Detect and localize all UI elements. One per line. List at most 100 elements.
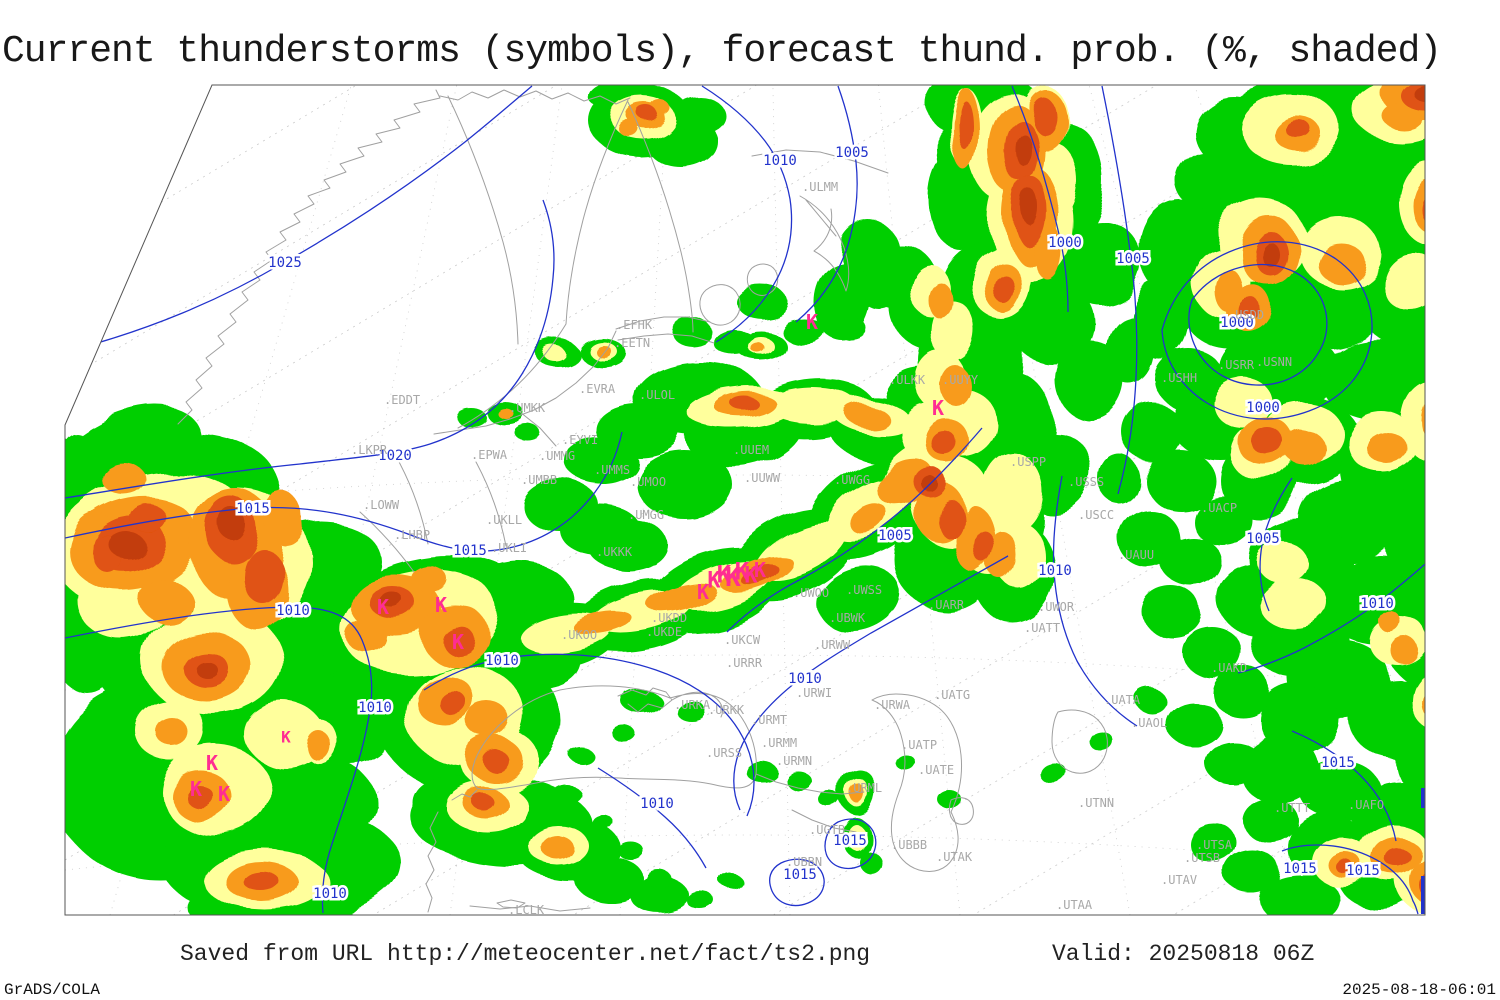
probability-region <box>1382 252 1425 312</box>
station-label: .UTSA <box>1196 838 1233 852</box>
isobar-label: 1010 <box>1360 596 1394 612</box>
isobar-label: 1010 <box>1038 563 1072 579</box>
station-label: .UUWW <box>744 471 781 485</box>
probability-region <box>1023 190 1039 226</box>
isobar-line <box>1188 263 1328 386</box>
probability-region <box>1350 680 1425 760</box>
station-label: .USDD <box>1228 308 1264 322</box>
station-label: .UTAK <box>936 850 973 864</box>
station-label: .UMGG <box>628 508 664 522</box>
probability-region <box>1090 732 1114 752</box>
isobar-label: 1020 <box>378 448 412 464</box>
isobar-label: 1015 <box>1346 863 1380 879</box>
probability-region <box>866 288 898 312</box>
isobar-label: 1000 <box>1246 400 1280 416</box>
probability-region <box>1413 672 1425 732</box>
station-label: .ULMM <box>802 180 838 194</box>
probability-region <box>1284 429 1324 465</box>
probability-region <box>1382 103 1422 129</box>
probability-region <box>1135 688 1165 712</box>
station-label: .URRR <box>726 656 763 670</box>
isobar-line <box>65 431 623 552</box>
probability-region <box>1142 587 1202 637</box>
thunderstorm-symbol: K <box>725 563 741 593</box>
probability-region <box>1244 800 1300 844</box>
probability-region <box>1379 611 1401 633</box>
station-label: .EFHK <box>616 318 653 332</box>
probability-region <box>566 440 638 484</box>
probability-region <box>1385 848 1411 868</box>
probability-region <box>441 626 475 654</box>
thunderstorm-symbol: K <box>707 569 721 594</box>
thunderstorm-symbol: K <box>806 310 818 334</box>
probability-region <box>688 893 716 911</box>
coastline <box>433 316 715 435</box>
probability-region <box>975 531 995 565</box>
station-label: .USHH <box>1161 371 1197 385</box>
probability-region <box>244 872 280 892</box>
probability-region <box>514 424 540 440</box>
probability-region <box>1413 85 1425 101</box>
probability-region <box>1240 735 1320 805</box>
station-label: .LKPR <box>351 443 388 457</box>
station-label: .UATT <box>1024 621 1060 635</box>
probability-region <box>1204 740 1260 784</box>
station-label: .UWOO <box>793 586 829 600</box>
coastline <box>751 149 889 292</box>
isobar-label: 1010 <box>788 671 822 687</box>
probability-region <box>1014 132 1030 164</box>
probability-region <box>570 748 594 764</box>
isobar-label: 1025 <box>268 255 302 271</box>
station-layer: .ULMM .EFHK .EETN .EVRA .ULOL .UMKK .EDDT .LKPR… <box>351 180 1384 917</box>
isobar-label: 1015 <box>833 833 867 849</box>
station-label: .URWI <box>796 686 832 700</box>
isobar-label: 1005 <box>835 145 869 161</box>
isobar-line <box>65 199 555 499</box>
probability-region <box>930 430 956 454</box>
station-label: .LCLK <box>508 903 545 917</box>
isobar-line <box>1011 85 1069 313</box>
isobar-label: 1000 <box>1048 235 1082 251</box>
station-label: .UMBB <box>521 473 557 487</box>
station-label: .UATA <box>1104 693 1141 707</box>
isobar-line <box>795 85 858 323</box>
probability-region <box>242 547 282 603</box>
coastline <box>699 263 779 326</box>
probability-region <box>484 751 510 773</box>
grads-cola-label: GrADS/COLA <box>4 981 101 999</box>
probability-region <box>110 533 146 559</box>
station-label: .URSS <box>706 746 742 760</box>
isobar-label: 1010 <box>276 603 310 619</box>
probability-region <box>993 273 1013 303</box>
coastline <box>177 89 441 425</box>
isobar-line <box>701 85 793 343</box>
station-label: .UUEM <box>733 443 769 457</box>
station-label: .EETN <box>614 336 650 350</box>
isobar-line <box>1259 477 1293 612</box>
isobar-label: 1015 <box>236 501 270 517</box>
probability-region <box>1175 150 1235 210</box>
coastline <box>439 89 631 105</box>
probability-region <box>959 101 973 151</box>
isobar-layer <box>65 85 1425 915</box>
probability-region <box>637 451 733 519</box>
station-label: .UKDE <box>646 625 682 639</box>
station-label: .UMKK <box>509 401 546 415</box>
isobar-line <box>423 653 755 817</box>
thunderstorm-symbol: K <box>754 558 766 582</box>
probability-region <box>1438 212 1478 272</box>
probability-region <box>1392 638 1420 666</box>
probability-region <box>65 432 95 512</box>
graticule-meridian <box>983 85 1131 915</box>
probability-region <box>468 704 512 740</box>
station-label: .UTSB <box>1184 851 1220 865</box>
station-label: .USNN <box>1256 355 1292 369</box>
isobar-line <box>824 818 877 870</box>
probability-region <box>1446 127 1472 165</box>
station-label: .LOWW <box>363 498 400 512</box>
isobar-label: 1015 <box>783 867 817 883</box>
probability-region <box>497 408 513 418</box>
probability-region <box>455 407 485 425</box>
